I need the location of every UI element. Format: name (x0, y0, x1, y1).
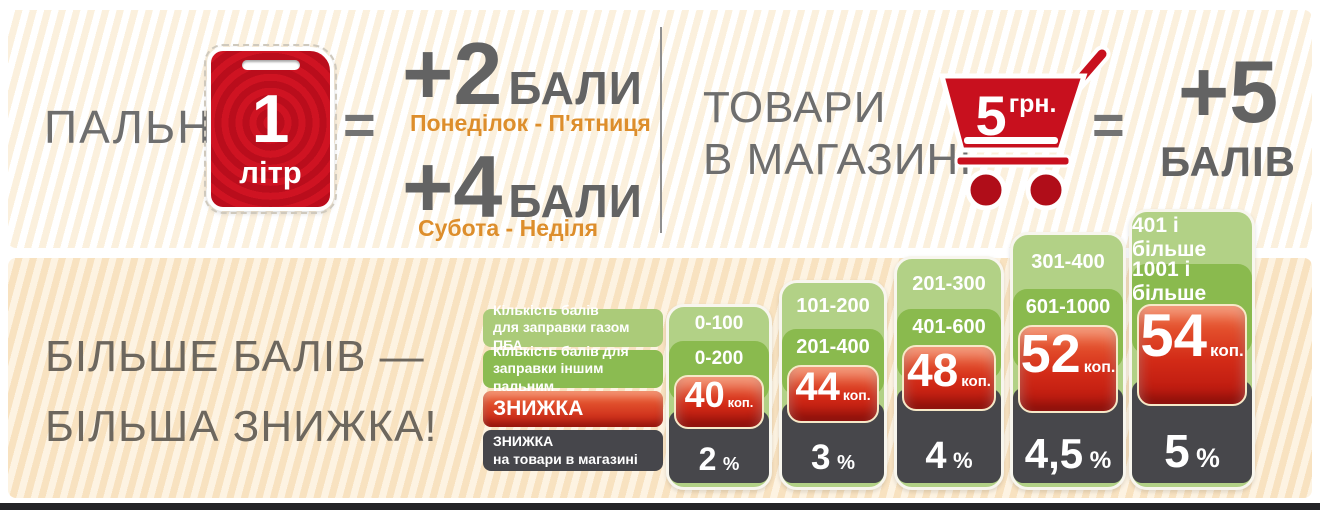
store-bonus-points: +5 (1177, 42, 1279, 141)
store-title-line1: ТОВАРИ (703, 83, 887, 132)
tier-column-3: 201-300 401-600 48 коп. 4 % (894, 256, 1004, 490)
tier1-gas-range: 0-100 (694, 313, 744, 334)
tier1-percent-sign: % (722, 453, 740, 474)
weekend-bonus: +4 БАЛИ (402, 143, 643, 231)
tier-column-2: 101-200 201-400 44 коп. 3 % (779, 280, 887, 490)
tier4-percent-value: 4,5 (1024, 430, 1084, 477)
tier1-discount-unit: коп. (727, 395, 754, 410)
shopping-cart-icon: 5 грн. (928, 40, 1113, 222)
canister-liters-unit: літр (239, 155, 302, 190)
gas-label-line1: Кількість балів (493, 302, 599, 319)
tier1-percent-value: 2 (698, 441, 717, 477)
tier1-store-discount: 2 % (669, 441, 769, 478)
cart-price-currency: грн. (1008, 90, 1057, 118)
weekday-bonus-unit: БАЛИ (508, 62, 643, 114)
fuel-canister-icon: 1 літр (204, 44, 337, 214)
weekend-period: Субота - Неділя (418, 215, 599, 241)
weekend-bonus-points: +4 (402, 137, 503, 236)
store-bonus: +5 БАЛІВ (1143, 48, 1313, 186)
discount-label: ЗНИЖКА (493, 397, 584, 421)
row-label-store-discount: ЗНИЖКА на товари в магазині (483, 430, 663, 471)
tier2-gas-range: 101-200 (796, 294, 870, 317)
tier4-store-discount: 4,5 % (1013, 430, 1123, 478)
headline-line1: БІЛЬШЕ БАЛІВ — (45, 332, 425, 381)
store-discount-label-line2: на товари в магазині (493, 450, 638, 467)
gas-label-line2: для заправки газом ПБА (493, 319, 630, 353)
tier3-fuel-discount: 48 коп. (902, 345, 996, 411)
tier1-fuel-range: 0-200 (694, 348, 744, 369)
store-discount-label-line1: ЗНИЖКА (493, 433, 554, 450)
tier-column-1: 0-100 0-200 40 коп. 2 % (666, 304, 772, 490)
footer-bar (0, 503, 1320, 510)
cart-price: 5 грн. (946, 88, 1086, 144)
section-divider (660, 27, 662, 233)
tier2-percent-value: 3 (811, 438, 831, 477)
tier4-percent-sign: % (1089, 447, 1112, 474)
store-bonus-unit: БАЛІВ (1160, 138, 1296, 185)
tier4-fuel-discount: 52 коп. (1018, 325, 1118, 413)
tier4-discount-value: 52 (1020, 324, 1081, 384)
tier4-fuel-range: 601-1000 (1025, 295, 1111, 318)
fuel-label-line2: заправки іншим пальним (493, 360, 604, 394)
tier4-discount-unit: коп. (1083, 359, 1116, 376)
tier3-gas-range: 201-300 (912, 272, 986, 295)
store-section-title: ТОВАРИ В МАГАЗИНІ (703, 82, 973, 186)
fuel-label-line1: Кількість балів для (493, 343, 629, 360)
tier3-percent-sign: % (953, 448, 973, 473)
weekend-bonus-unit: БАЛИ (508, 175, 643, 227)
store-equals-sign: = (1092, 93, 1125, 156)
tier-column-4: 301-400 601-1000 52 коп. 4,5 % (1010, 232, 1126, 490)
weekday-period: Понеділок - П'ятниця (410, 110, 651, 136)
tier5-discount-value: 54 (1140, 302, 1208, 369)
store-title-line2: В МАГАЗИНІ (703, 134, 973, 184)
tier2-percent-sign: % (836, 452, 855, 474)
weekday-bonus: +2 БАЛИ (402, 30, 643, 118)
tier5-store-discount: 5 % (1132, 424, 1252, 478)
row-label-fuel-discount: ЗНИЖКА (483, 391, 663, 427)
tier1-discount-value: 40 (684, 374, 725, 415)
tier1-fuel-discount: 40 коп. (674, 375, 764, 429)
tier3-discount-value: 48 (907, 344, 959, 396)
tier3-fuel-range: 401-600 (912, 315, 986, 338)
tier2-store-discount: 3 % (782, 438, 884, 478)
row-label-fuel-points: Кількість балів для заправки іншим пальн… (483, 343, 663, 394)
tier3-discount-unit: коп. (961, 373, 991, 390)
canister-handle-slot (241, 60, 300, 70)
tier-column-5: 401 і більше 1001 і більше 54 коп. 5 % (1129, 209, 1255, 490)
tier5-gas-range: 401 і більше (1132, 214, 1207, 261)
tier2-fuel-discount: 44 коп. (787, 365, 879, 423)
canister-liters-value: 1 (251, 81, 290, 157)
tier5-discount-unit: коп. (1210, 341, 1244, 360)
tier5-fuel-range: 1001 і більше (1132, 258, 1207, 305)
headline-line2: БІЛЬША ЗНИЖКА! (45, 402, 438, 452)
tier5-percent-value: 5 (1164, 425, 1190, 477)
cart-graphic (938, 45, 1111, 211)
fuel-equals-sign: = (343, 93, 376, 156)
tier2-discount-unit: коп. (842, 387, 871, 403)
tier2-fuel-range: 201-400 (796, 335, 870, 358)
weekday-bonus-points: +2 (402, 24, 503, 123)
cart-price-value: 5 (975, 84, 1007, 147)
tier4-gas-range: 301-400 (1031, 250, 1105, 273)
discount-headline: БІЛЬШЕ БАЛІВ — БІЛЬША ЗНИЖКА! (45, 322, 438, 463)
tier3-percent-value: 4 (925, 435, 947, 477)
tier5-percent-sign: % (1196, 443, 1220, 473)
row-label-gas-points: Кількість балів для заправки газом ПБА (483, 302, 663, 353)
tier5-fuel-discount: 54 коп. (1137, 304, 1247, 406)
tier3-store-discount: 4 % (897, 435, 1001, 478)
tier2-discount-value: 44 (795, 365, 840, 409)
